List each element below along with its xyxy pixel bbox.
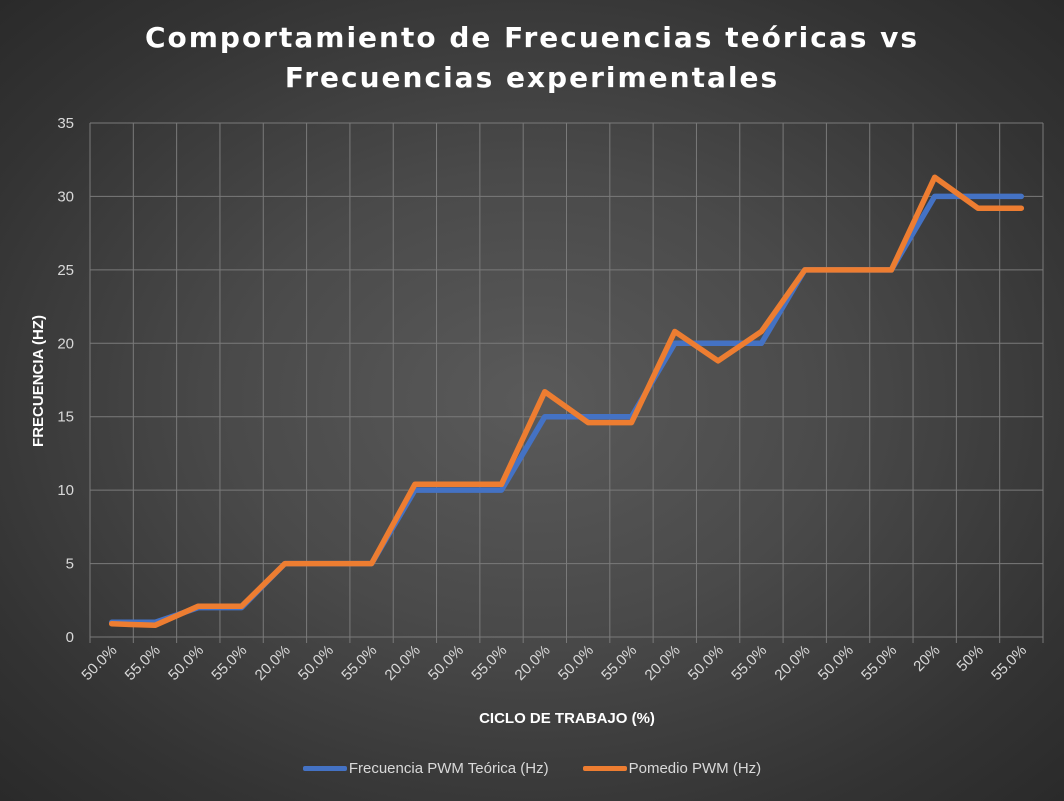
x-tick-label: 20.0% — [771, 642, 813, 684]
y-tick-label: 35 — [57, 115, 74, 132]
x-axis-label: CICLO DE TRABAJO (%) — [479, 710, 655, 727]
x-tick-label: 20% — [910, 642, 943, 675]
y-axis-label: FRECUENCIA (HZ) — [30, 315, 47, 447]
chart-title-line-1: Comportamiento de Frecuencias teóricas v… — [144, 21, 920, 54]
x-tick-label: 20.0% — [512, 642, 554, 684]
x-axis-ticks: 50.0% 55.0% 50.0% 55.0% 20.0% 50.0% 55.0% 20.0%… — [78, 642, 1030, 684]
legend-item-teorica: Frecuencia PWM Teórica (Hz) — [302, 760, 549, 777]
x-tick-label: 50.0% — [815, 642, 857, 684]
y-axis-ticks: 0 5 10 15 20 25 30 35 — [57, 115, 74, 646]
x-tick-label: 55.0% — [468, 642, 510, 684]
y-tick-label: 15 — [57, 409, 74, 426]
x-tick-label: 55.0% — [208, 642, 250, 684]
chart-title: Comportamiento de Frecuencias teóricas v… — [0, 18, 1064, 98]
x-tick-label: 55.0% — [728, 642, 770, 684]
legend-swatch-teorica — [302, 766, 347, 771]
x-tick-label: 50.0% — [685, 642, 727, 684]
series-lines — [108, 174, 1025, 629]
x-tick-label: 55.0% — [122, 642, 164, 684]
x-tick-label: 50.0% — [78, 642, 120, 684]
x-tick-label: 50.0% — [165, 642, 207, 684]
legend-item-promedio: Pomedio PWM (Hz) — [582, 760, 762, 777]
x-tick-label: 50.0% — [425, 642, 467, 684]
x-tick-label: 55.0% — [858, 642, 900, 684]
legend-label-promedio: Pomedio PWM (Hz) — [628, 760, 762, 777]
legend-label-teorica: Frecuencia PWM Teórica (Hz) — [348, 760, 549, 777]
y-tick-label: 25 — [57, 262, 74, 279]
legend-swatch-promedio — [582, 766, 627, 771]
x-tick-label: 50.0% — [295, 642, 337, 684]
legend: Frecuencia PWM Teórica (Hz) Pomedio PWM … — [0, 760, 1064, 777]
x-tick-label: 50% — [954, 642, 987, 675]
x-tick-label: 55.0% — [598, 642, 640, 684]
x-tick-label: 50.0% — [555, 642, 597, 684]
x-tick-label: 20.0% — [382, 642, 424, 684]
x-tick-label: 20.0% — [252, 642, 294, 684]
y-tick-label: 30 — [57, 188, 74, 205]
chart-title-line-2: Frecuencias experimentales — [284, 61, 780, 94]
x-tick-label: 20.0% — [642, 642, 684, 684]
x-tick-label: 55.0% — [338, 642, 380, 684]
y-tick-label: 0 — [66, 629, 74, 646]
y-tick-label: 10 — [57, 482, 74, 499]
y-tick-label: 20 — [57, 335, 74, 352]
y-tick-label: 5 — [66, 556, 74, 573]
gridlines — [89, 122, 1044, 643]
x-tick-label: 55.0% — [988, 642, 1030, 684]
series-line-promedio — [108, 174, 1025, 629]
